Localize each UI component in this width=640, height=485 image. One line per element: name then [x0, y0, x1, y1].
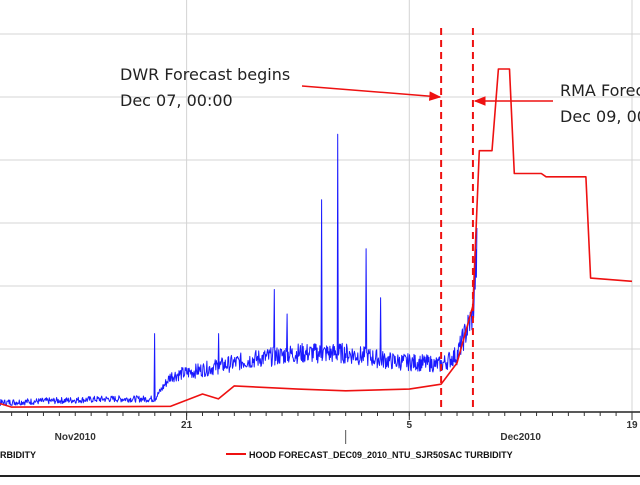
x-month-label: Dec2010	[500, 432, 541, 443]
x-tick-label: 19	[626, 420, 638, 431]
x-axis-ticks: 721519Nov2010Dec2010	[11, 412, 638, 444]
series-layer	[0, 68, 633, 408]
legend: TURBIDITY HOOD FORECAST_DEC09_2010_NTU_SJ…	[0, 450, 513, 460]
series-line-hood-forecast	[0, 68, 633, 408]
x-month-label: Nov2010	[55, 432, 97, 443]
series-line-turbidity	[0, 133, 478, 407]
annotation-text: Dec 09, 00:00	[560, 107, 640, 126]
x-tick-label: 21	[181, 420, 193, 431]
annotation-text: Dec 07, 00:00	[120, 91, 233, 110]
x-tick-label: 5	[407, 420, 413, 431]
annotations: DWR Forecast begins Dec 07, 00:00 RMA Fore…	[120, 28, 640, 412]
legend-entry-label: TURBIDITY	[0, 450, 36, 460]
legend-entry-label: HOOD FORECAST_DEC09_2010_NTU_SJR50SAC TU…	[249, 450, 513, 460]
plot-area	[0, 20, 640, 412]
gridlines	[0, 0, 640, 412]
annotation-text: RMA Forecast begins	[560, 81, 640, 100]
annotation-arrow	[301, 85, 442, 101]
annotation-text: DWR Forecast begins	[120, 65, 290, 84]
